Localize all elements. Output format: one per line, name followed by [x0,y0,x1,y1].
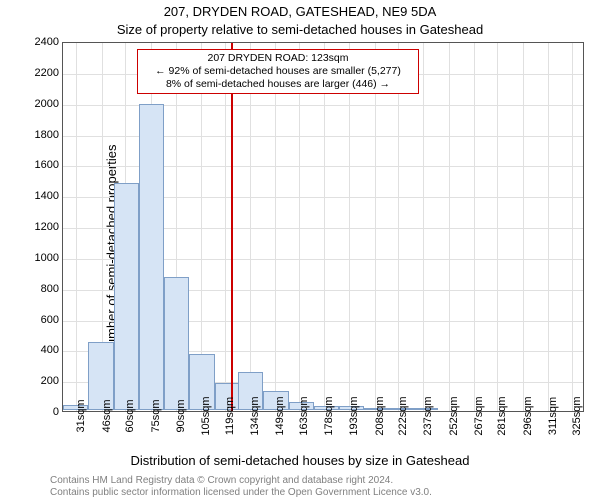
gridline-vertical [76,43,77,411]
footer-line-2: Contains public sector information licen… [50,487,432,498]
footer-line-1: Contains HM Land Registry data © Crown c… [50,475,393,486]
gridline-vertical [449,43,450,411]
x-tick-label: 105sqm [200,396,212,435]
property-size-marker [231,43,233,411]
x-axis-label: Distribution of semi-detached houses by … [0,453,600,468]
y-tick-label: 2000 [35,98,59,110]
gridline-vertical [423,43,424,411]
x-tick-label: 296sqm [522,396,534,435]
y-tick-label: 600 [41,314,59,326]
main-title: 207, DRYDEN ROAD, GATESHEAD, NE9 5DA [0,4,600,19]
histogram-bar [114,183,139,410]
x-tick-label: 281sqm [496,396,508,435]
y-tick-label: 1000 [35,252,59,264]
x-tick-label: 149sqm [274,396,286,435]
x-tick-label: 222sqm [397,396,409,435]
subtitle: Size of property relative to semi-detach… [0,22,600,37]
x-tick-label: 237sqm [422,396,434,435]
y-tick-label: 1800 [35,129,59,141]
gridline-vertical [474,43,475,411]
histogram-bar [164,277,189,410]
gridline-vertical [324,43,325,411]
gridline-vertical [375,43,376,411]
y-tick-label: 1400 [35,190,59,202]
annotation-line: ← 92% of semi-detached houses are smalle… [144,65,412,78]
x-tick-label: 60sqm [124,399,136,432]
y-tick-label: 1200 [35,221,59,233]
gridline-vertical [572,43,573,411]
y-tick-label: 2200 [35,67,59,79]
x-tick-label: 163sqm [298,396,310,435]
y-tick-label: 800 [41,283,59,295]
x-tick-label: 46sqm [101,399,113,432]
gridline-vertical [250,43,251,411]
gridline-vertical [225,43,226,411]
y-tick-label: 0 [53,406,59,418]
annotation-box: 207 DRYDEN ROAD: 123sqm← 92% of semi-det… [137,49,419,94]
x-tick-label: 311sqm [547,397,559,435]
histogram-bar [139,104,164,410]
x-tick-label: 178sqm [323,396,335,435]
x-tick-label: 31sqm [75,399,87,432]
y-tick-label: 200 [41,375,59,387]
x-tick-label: 75sqm [150,399,162,432]
x-tick-label: 119sqm [224,397,236,435]
gridline-vertical [523,43,524,411]
chart-plot: 207 DRYDEN ROAD: 123sqm← 92% of semi-det… [62,42,584,412]
gridline-vertical [548,43,549,411]
x-tick-label: 193sqm [348,396,360,435]
gridline-vertical [275,43,276,411]
x-tick-label: 208sqm [374,396,386,435]
gridline-vertical [299,43,300,411]
gridline-vertical [398,43,399,411]
x-tick-label: 325sqm [571,396,583,435]
y-tick-label: 2400 [35,36,59,48]
x-tick-label: 267sqm [473,396,485,435]
gridline-vertical [497,43,498,411]
y-tick-label: 1600 [35,159,59,171]
x-tick-label: 252sqm [448,396,460,435]
x-tick-label: 90sqm [175,399,187,432]
plot-area: 207 DRYDEN ROAD: 123sqm← 92% of semi-det… [62,42,584,412]
gridline-vertical [349,43,350,411]
annotation-line: 8% of semi-detached houses are larger (4… [144,78,412,91]
annotation-line: 207 DRYDEN ROAD: 123sqm [144,52,412,65]
y-tick-label: 400 [41,344,59,356]
x-tick-label: 134sqm [249,396,261,435]
